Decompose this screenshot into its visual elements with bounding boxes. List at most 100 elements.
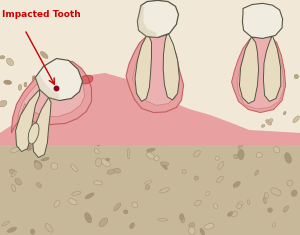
Polygon shape bbox=[263, 35, 281, 102]
Ellipse shape bbox=[0, 100, 7, 107]
Ellipse shape bbox=[215, 156, 219, 160]
Ellipse shape bbox=[28, 100, 37, 106]
Ellipse shape bbox=[255, 170, 259, 175]
Ellipse shape bbox=[274, 147, 280, 153]
Ellipse shape bbox=[85, 193, 94, 199]
Ellipse shape bbox=[227, 212, 232, 216]
Ellipse shape bbox=[2, 221, 10, 226]
Ellipse shape bbox=[45, 223, 52, 232]
Polygon shape bbox=[163, 34, 179, 100]
Ellipse shape bbox=[194, 200, 201, 206]
Ellipse shape bbox=[277, 135, 286, 140]
Ellipse shape bbox=[49, 65, 53, 69]
Ellipse shape bbox=[124, 210, 128, 214]
Ellipse shape bbox=[206, 192, 210, 196]
Ellipse shape bbox=[29, 98, 38, 103]
Ellipse shape bbox=[287, 180, 293, 186]
Polygon shape bbox=[32, 98, 51, 157]
Ellipse shape bbox=[18, 84, 22, 90]
Ellipse shape bbox=[194, 176, 198, 180]
Ellipse shape bbox=[247, 200, 250, 205]
Ellipse shape bbox=[160, 162, 169, 166]
Ellipse shape bbox=[274, 138, 285, 142]
Ellipse shape bbox=[272, 70, 276, 72]
Ellipse shape bbox=[200, 228, 205, 235]
Ellipse shape bbox=[268, 208, 272, 212]
Ellipse shape bbox=[158, 218, 167, 221]
Ellipse shape bbox=[109, 138, 117, 144]
Ellipse shape bbox=[30, 142, 37, 149]
Ellipse shape bbox=[273, 51, 279, 56]
Ellipse shape bbox=[107, 169, 115, 174]
Ellipse shape bbox=[161, 162, 167, 170]
Ellipse shape bbox=[189, 223, 195, 228]
Ellipse shape bbox=[94, 136, 100, 146]
Ellipse shape bbox=[34, 160, 42, 168]
Polygon shape bbox=[137, 0, 178, 38]
Ellipse shape bbox=[127, 149, 130, 159]
Ellipse shape bbox=[11, 148, 20, 153]
Polygon shape bbox=[232, 36, 286, 113]
Ellipse shape bbox=[266, 120, 272, 125]
Ellipse shape bbox=[179, 214, 184, 220]
Ellipse shape bbox=[9, 169, 15, 174]
Ellipse shape bbox=[182, 169, 186, 173]
Ellipse shape bbox=[145, 181, 152, 184]
Ellipse shape bbox=[238, 149, 244, 160]
Ellipse shape bbox=[132, 202, 138, 208]
Ellipse shape bbox=[181, 217, 185, 223]
Polygon shape bbox=[0, 133, 300, 235]
Polygon shape bbox=[133, 35, 179, 105]
Polygon shape bbox=[126, 35, 184, 113]
Ellipse shape bbox=[294, 74, 298, 79]
Ellipse shape bbox=[15, 178, 21, 185]
Polygon shape bbox=[137, 5, 158, 38]
Ellipse shape bbox=[7, 58, 14, 66]
Ellipse shape bbox=[72, 135, 78, 142]
Ellipse shape bbox=[130, 223, 134, 229]
Ellipse shape bbox=[114, 203, 121, 211]
Ellipse shape bbox=[40, 51, 48, 59]
Ellipse shape bbox=[291, 190, 297, 196]
Ellipse shape bbox=[46, 127, 51, 132]
Polygon shape bbox=[35, 74, 59, 101]
Ellipse shape bbox=[101, 159, 110, 167]
Ellipse shape bbox=[256, 72, 260, 75]
Ellipse shape bbox=[0, 56, 5, 59]
Polygon shape bbox=[11, 60, 92, 133]
Polygon shape bbox=[16, 90, 40, 152]
Ellipse shape bbox=[41, 157, 49, 161]
Ellipse shape bbox=[51, 124, 57, 130]
Ellipse shape bbox=[99, 218, 108, 227]
Ellipse shape bbox=[217, 176, 223, 183]
Ellipse shape bbox=[30, 229, 35, 234]
Ellipse shape bbox=[34, 162, 41, 169]
Ellipse shape bbox=[71, 164, 78, 172]
Ellipse shape bbox=[147, 152, 154, 159]
Ellipse shape bbox=[284, 111, 286, 115]
Ellipse shape bbox=[218, 162, 224, 169]
Ellipse shape bbox=[94, 181, 103, 185]
Ellipse shape bbox=[4, 80, 12, 85]
Ellipse shape bbox=[234, 154, 238, 159]
Ellipse shape bbox=[182, 135, 186, 139]
Ellipse shape bbox=[95, 158, 102, 167]
Ellipse shape bbox=[271, 188, 281, 196]
Ellipse shape bbox=[68, 199, 77, 205]
Ellipse shape bbox=[51, 163, 58, 169]
Ellipse shape bbox=[24, 99, 28, 102]
Polygon shape bbox=[0, 0, 300, 133]
Ellipse shape bbox=[213, 204, 218, 208]
Ellipse shape bbox=[7, 227, 16, 232]
Polygon shape bbox=[239, 37, 259, 104]
Ellipse shape bbox=[11, 171, 16, 177]
Ellipse shape bbox=[54, 200, 60, 207]
Ellipse shape bbox=[264, 192, 268, 199]
Ellipse shape bbox=[106, 158, 110, 161]
Ellipse shape bbox=[237, 203, 242, 209]
Polygon shape bbox=[237, 36, 284, 109]
Ellipse shape bbox=[85, 213, 92, 223]
Ellipse shape bbox=[39, 86, 45, 92]
Ellipse shape bbox=[94, 149, 99, 153]
Polygon shape bbox=[135, 36, 152, 102]
